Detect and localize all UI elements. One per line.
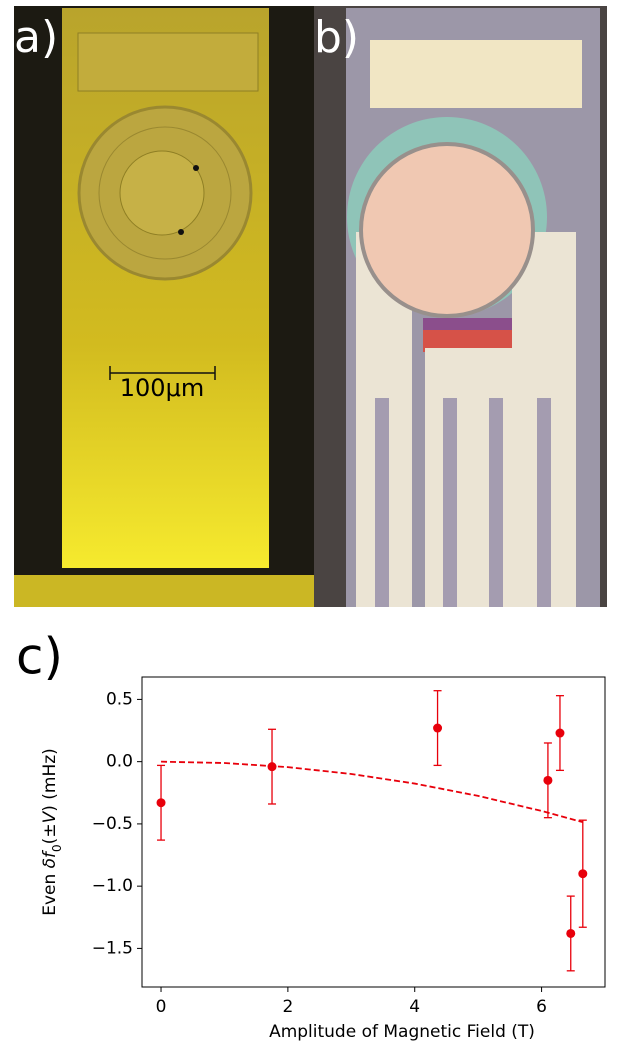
panel-label: b) [314, 12, 359, 63]
y-axis-label-part: 0 [50, 844, 64, 852]
y-axis-label-part: V [40, 810, 60, 823]
y-tick-label: 0.5 [106, 689, 133, 709]
photo-a [14, 6, 314, 607]
data-point [566, 928, 576, 938]
x-tick-label: 4 [409, 997, 420, 1017]
data-point [578, 869, 588, 879]
panel-label: a) [14, 12, 58, 63]
data-point [543, 775, 553, 785]
panel-label: c) [16, 628, 63, 686]
x-tick-label: 6 [536, 997, 547, 1017]
y-tick-label: 0.0 [106, 752, 133, 772]
scale-bar-label: 100μm [120, 374, 204, 402]
data-point [555, 728, 565, 738]
data-point [267, 762, 277, 772]
y-axis-label: Even δf0(±V) (mHz) [40, 748, 64, 916]
y-tick-label: −0.5 [92, 814, 133, 834]
x-tick-label: 0 [156, 997, 167, 1017]
x-axis-label: Amplitude of Magnetic Field (T) [269, 1022, 535, 1042]
y-axis-label-part: Even [40, 868, 60, 915]
data-point [433, 723, 443, 733]
y-axis-label-part: ) (mHz) [40, 748, 60, 812]
data-point [156, 798, 166, 808]
plot-frame [141, 676, 606, 988]
y-axis-label-part: δf [40, 849, 60, 868]
fit-line [161, 760, 584, 824]
photo-b [314, 6, 607, 607]
y-tick-label: −1.0 [92, 876, 133, 896]
y-axis-label-part: (± [40, 823, 60, 844]
x-tick-label: 2 [282, 997, 293, 1017]
y-tick-label: −1.5 [92, 938, 133, 958]
